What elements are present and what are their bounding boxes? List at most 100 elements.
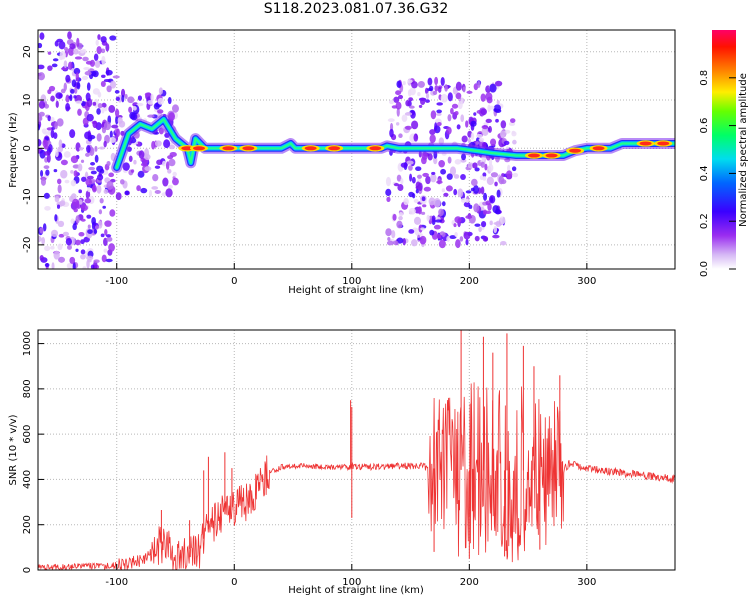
- spectrogram-speckle: [115, 115, 119, 125]
- spectrogram-speckle: [444, 84, 448, 92]
- spectrogram-speckle: [447, 114, 452, 122]
- spectrogram-speckle: [92, 101, 97, 106]
- spectrogram-speckle: [115, 192, 122, 201]
- spectrogram-x-label: Height of straight line (km): [288, 285, 424, 296]
- spectrogram-speckle: [111, 124, 119, 129]
- spectrogram-speckle: [40, 177, 46, 186]
- spectrogram-speckle: [397, 94, 404, 100]
- spectrogram-speckle: [430, 173, 437, 183]
- spectrogram-speckle: [433, 197, 441, 208]
- spectrogram-speckle: [473, 112, 477, 116]
- spectrogram-speckle: [400, 178, 404, 185]
- spectrogram-speckle: [103, 78, 111, 83]
- spectrogram-speckle: [440, 76, 445, 87]
- spectrogram-speckle: [86, 145, 91, 154]
- spectrogram-speckle: [510, 118, 516, 124]
- spectrogram-speckle: [454, 110, 459, 116]
- spectrogram-speckle: [420, 227, 425, 231]
- spectrogram-speckle: [454, 216, 462, 224]
- spectrogram-speckle: [93, 229, 98, 234]
- spectrogram-speckle: [153, 102, 160, 110]
- spectrogram-speckle: [413, 216, 422, 225]
- spectrogram-speckle: [470, 187, 475, 192]
- snr-y-tick-label: 200: [22, 515, 33, 534]
- spectrogram-speckle: [95, 39, 99, 46]
- spectrogram-speckle: [87, 187, 91, 193]
- spectrogram-speckle: [46, 153, 51, 163]
- spectrogram-speckle: [429, 129, 436, 136]
- spectrogram-speckle: [438, 239, 446, 249]
- spectrogram-speckle: [500, 179, 507, 185]
- spectrogram-speckle: [488, 163, 494, 173]
- spectrogram-speckle: [89, 59, 96, 67]
- spectrogram-speckle: [38, 100, 46, 109]
- spectrogram-speckle: [151, 186, 159, 190]
- spectrogram-speckle: [66, 262, 73, 269]
- spectrogram-speckle: [140, 162, 148, 167]
- spectrogram-speckle: [420, 97, 426, 105]
- spectrogram-speckle: [101, 102, 107, 108]
- spectrogram-speckle: [70, 155, 79, 164]
- spectrogram-speckle: [453, 223, 457, 228]
- spectrogram-speckle: [105, 258, 113, 263]
- spectrogram-x-tick-label: 0: [231, 276, 237, 287]
- spectrogram-speckle: [436, 109, 442, 114]
- spectrogram-speckle: [395, 90, 402, 96]
- spectrogram-speckle: [500, 120, 507, 129]
- spectrogram-speckle: [76, 81, 81, 90]
- spectrogram-speckle: [63, 46, 68, 51]
- spectrogram-speckle: [396, 220, 403, 229]
- spectrogram-speckle: [445, 185, 453, 192]
- spectrogram-speckle: [45, 169, 50, 176]
- spectrogram-hotspot-core: [193, 146, 206, 151]
- spectrogram-speckle: [485, 200, 491, 206]
- spectrogram-speckle: [87, 224, 91, 229]
- spectrogram-speckle: [43, 165, 50, 170]
- spectrogram-speckle: [404, 125, 412, 130]
- spectrogram-speckle: [421, 196, 426, 202]
- spectrogram-speckle: [495, 118, 499, 123]
- spectrogram-speckle: [457, 101, 463, 110]
- spectrogram-speckle: [473, 203, 480, 213]
- spectrogram-speckle: [57, 178, 62, 185]
- spectrogram-speckle: [461, 153, 467, 161]
- spectrogram-speckle: [97, 91, 102, 98]
- spectrogram-hotspot-core: [569, 148, 582, 153]
- spectrogram-speckle: [512, 172, 519, 178]
- spectrogram-speckle: [427, 77, 433, 86]
- spectrogram-speckle: [472, 185, 479, 194]
- spectrogram-speckle: [438, 160, 445, 168]
- spectrogram-speckle: [101, 254, 107, 263]
- spectrogram-x-tick-label: 200: [460, 276, 479, 287]
- colorbar-tick-label: 0.6: [699, 118, 710, 134]
- spectrogram-speckle: [38, 42, 43, 49]
- spectrogram-speckle: [100, 80, 106, 87]
- spectrogram-speckle: [73, 87, 78, 94]
- spectrogram-speckle: [109, 209, 116, 217]
- spectrogram-speckle: [408, 229, 415, 234]
- spectrogram-speckle: [387, 118, 395, 123]
- spectrogram-speckle: [411, 81, 418, 89]
- snr-x-tick-label: 100: [342, 577, 361, 588]
- snr-y-tick-label: 0: [22, 567, 33, 573]
- spectrogram-speckle: [47, 51, 52, 55]
- spectrogram-speckle: [396, 107, 400, 117]
- spectrogram-speckle: [112, 75, 120, 79]
- spectrogram-speckle: [82, 266, 87, 269]
- spectrogram-speckle: [64, 179, 70, 184]
- spectrogram-speckle: [415, 166, 422, 171]
- spectrogram-speckle: [400, 162, 408, 168]
- spectrogram-hotspot-core: [242, 146, 255, 151]
- spectrogram-speckle: [386, 240, 394, 246]
- spectrogram-speckle: [505, 170, 513, 179]
- spectrogram-speckle: [428, 85, 434, 92]
- spectrogram-speckle: [408, 207, 416, 215]
- spectrogram-speckle: [39, 227, 44, 234]
- spectrogram-speckle: [167, 168, 172, 174]
- spectrogram-speckle: [103, 140, 107, 148]
- spectrogram-speckle: [417, 91, 421, 97]
- spectrogram-speckle: [460, 173, 466, 180]
- spectrogram-speckle: [474, 223, 481, 227]
- spectrogram-speckle: [149, 189, 153, 198]
